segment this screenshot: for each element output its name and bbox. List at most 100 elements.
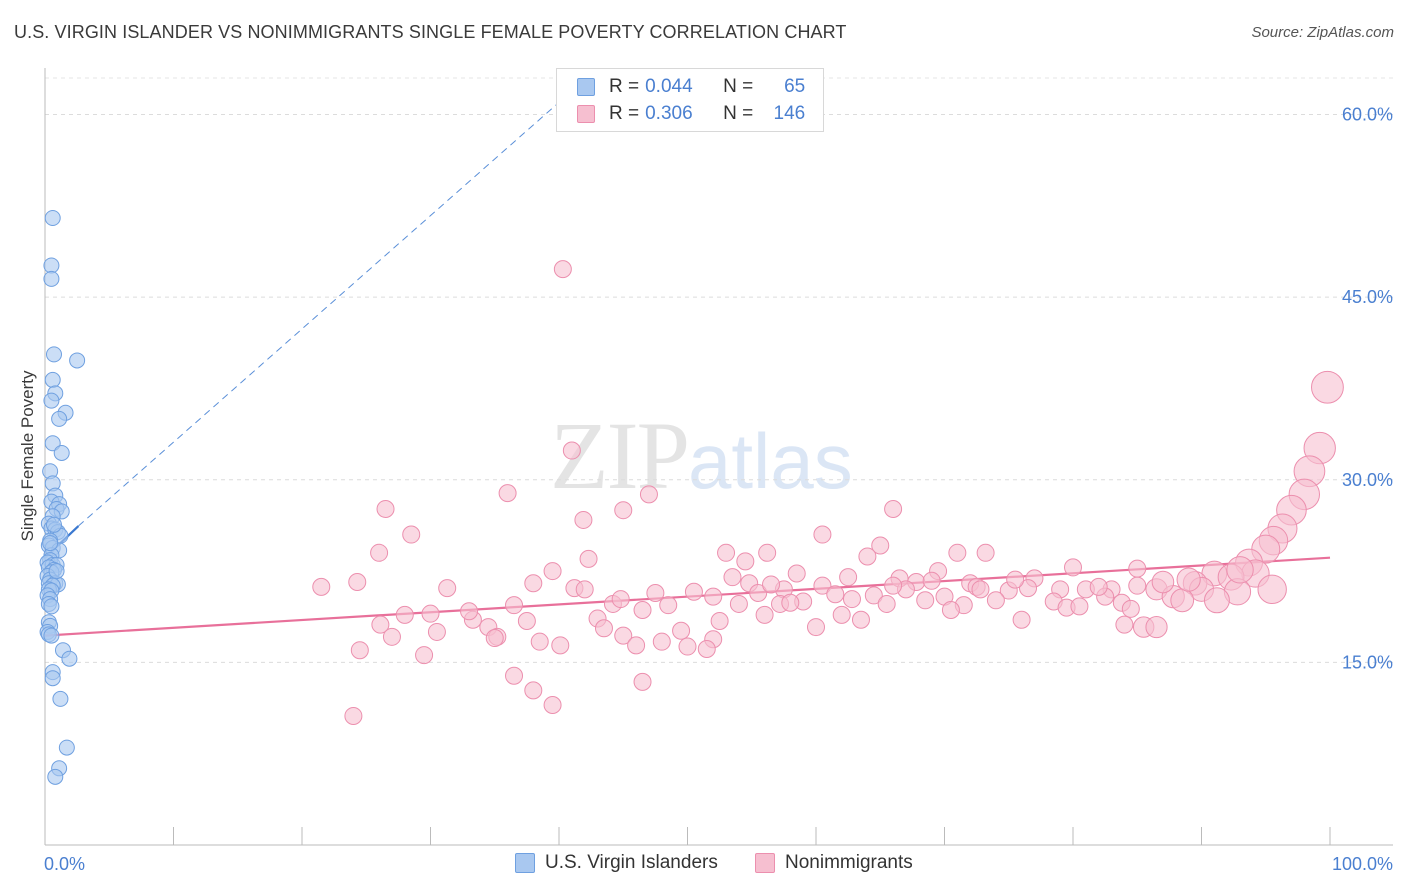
point-nonimmigrants: [427, 622, 446, 641]
point-nonimmigrants: [762, 575, 781, 594]
point-nonimmigrants: [579, 549, 598, 568]
axes: [44, 68, 1393, 846]
point-nonimmigrants: [524, 574, 543, 593]
point-nonimmigrants: [611, 590, 630, 609]
point-nonimmigrants: [1226, 556, 1254, 584]
chart-title: U.S. VIRGIN ISLANDER VS NONIMMIGRANTS SI…: [14, 22, 847, 42]
point-nonimmigrants: [438, 579, 457, 598]
point-nonimmigrants: [633, 672, 652, 691]
point-nonimmigrants: [948, 543, 967, 562]
point-nonimmigrants: [460, 602, 479, 621]
trend-lines: [44, 101, 1331, 637]
point-nonimmigrants: [1089, 577, 1108, 596]
point-nonimmigrants: [415, 646, 434, 665]
point-nonimmigrants: [922, 571, 941, 590]
point-virgin-islanders: [53, 444, 70, 461]
point-nonimmigrants: [1115, 615, 1134, 634]
point-nonimmigrants: [1070, 597, 1089, 616]
point-virgin-islanders: [58, 739, 75, 756]
watermark-atlas: atlas: [688, 417, 853, 505]
point-nonimmigrants: [382, 627, 401, 646]
x-tick-label: 0.0%: [44, 854, 85, 874]
y-tick-label: 30.0%: [1342, 470, 1393, 490]
point-nonimmigrants: [839, 568, 858, 587]
point-nonimmigrants: [1128, 559, 1147, 578]
point-nonimmigrants: [826, 585, 845, 604]
point-nonimmigrants: [659, 596, 678, 615]
axis-labels: 15.0% 30.0% 45.0% 60.0% 0.0% 100.0% Single Fem…: [18, 105, 1393, 874]
point-virgin-islanders: [42, 535, 59, 552]
point-nonimmigrants: [723, 568, 742, 587]
point-nonimmigrants: [1203, 587, 1230, 614]
legend-row-nonimmigrants: R = 0.306 N = 146: [577, 101, 805, 127]
trend-line-extension-virgin-islanders: [78, 101, 560, 527]
point-nonimmigrants: [517, 611, 536, 630]
point-nonimmigrants: [350, 641, 369, 660]
point-nonimmigrants: [986, 591, 1005, 610]
point-nonimmigrants: [1145, 615, 1168, 639]
point-nonimmigrants: [652, 632, 671, 651]
point-nonimmigrants: [614, 626, 633, 645]
point-virgin-islanders: [43, 627, 60, 644]
point-virgin-islanders: [44, 371, 61, 388]
point-virgin-islanders: [43, 270, 60, 287]
point-nonimmigrants: [524, 681, 543, 700]
x-tick-label: 100.0%: [1332, 854, 1393, 874]
point-nonimmigrants: [348, 573, 367, 592]
point-nonimmigrants: [678, 637, 697, 656]
point-virgin-islanders: [69, 352, 86, 369]
point-nonimmigrants: [758, 543, 777, 562]
point-nonimmigrants: [1064, 558, 1082, 577]
bottom-legend-virgin-islanders: U.S. Virgin Islanders: [515, 852, 718, 874]
point-nonimmigrants: [402, 525, 421, 544]
bottom-legend-label: U.S. Virgin Islanders: [545, 852, 718, 873]
source-label: Source: ZipAtlas.com: [1251, 24, 1394, 41]
data-points: [39, 210, 1344, 785]
bottom-legend-label: Nonimmigrants: [785, 852, 913, 873]
point-nonimmigrants: [553, 260, 572, 279]
point-nonimmigrants: [1121, 599, 1140, 618]
point-nonimmigrants: [1012, 610, 1031, 629]
point-nonimmigrants: [884, 499, 903, 518]
point-nonimmigrants: [312, 577, 331, 596]
point-nonimmigrants: [916, 591, 935, 610]
point-nonimmigrants: [1170, 588, 1195, 613]
y-tick-label: 60.0%: [1342, 105, 1393, 125]
point-nonimmigrants: [851, 610, 870, 629]
point-nonimmigrants: [884, 576, 903, 595]
point-nonimmigrants: [877, 594, 896, 613]
y-tick-label: 45.0%: [1342, 287, 1393, 307]
y-axis-label: Single Female Poverty: [18, 370, 37, 542]
legend-n-label: N =: [723, 76, 754, 97]
point-nonimmigrants: [485, 629, 504, 648]
correlation-legend: R = 0.044 N = 65 R = 0.306 N = 146: [556, 68, 824, 132]
point-nonimmigrants: [941, 601, 960, 620]
point-nonimmigrants: [971, 580, 990, 599]
point-nonimmigrants: [864, 586, 883, 605]
point-nonimmigrants: [697, 639, 716, 658]
point-nonimmigrants: [842, 590, 861, 609]
point-virgin-islanders: [43, 257, 60, 274]
legend-swatch-virgin-islanders: [577, 78, 595, 96]
y-tick-label: 15.0%: [1342, 652, 1393, 672]
point-nonimmigrants: [543, 695, 562, 714]
point-nonimmigrants: [787, 564, 806, 583]
point-virgin-islanders: [61, 650, 78, 667]
point-virgin-islanders: [51, 410, 68, 427]
point-virgin-islanders: [47, 768, 64, 785]
point-nonimmigrants: [710, 611, 729, 630]
legend-n-label: N =: [723, 103, 754, 124]
point-virgin-islanders: [43, 598, 60, 615]
point-nonimmigrants: [781, 593, 800, 612]
legend-r-label: R =: [609, 76, 640, 97]
point-nonimmigrants: [614, 501, 633, 520]
point-nonimmigrants: [575, 580, 594, 599]
point-nonimmigrants: [530, 632, 549, 651]
point-nonimmigrants: [1257, 574, 1287, 605]
point-virgin-islanders: [45, 346, 62, 363]
point-nonimmigrants: [646, 583, 665, 602]
legend-n-value: 65: [784, 76, 806, 97]
point-nonimmigrants: [543, 562, 562, 581]
point-nonimmigrants: [498, 484, 517, 503]
